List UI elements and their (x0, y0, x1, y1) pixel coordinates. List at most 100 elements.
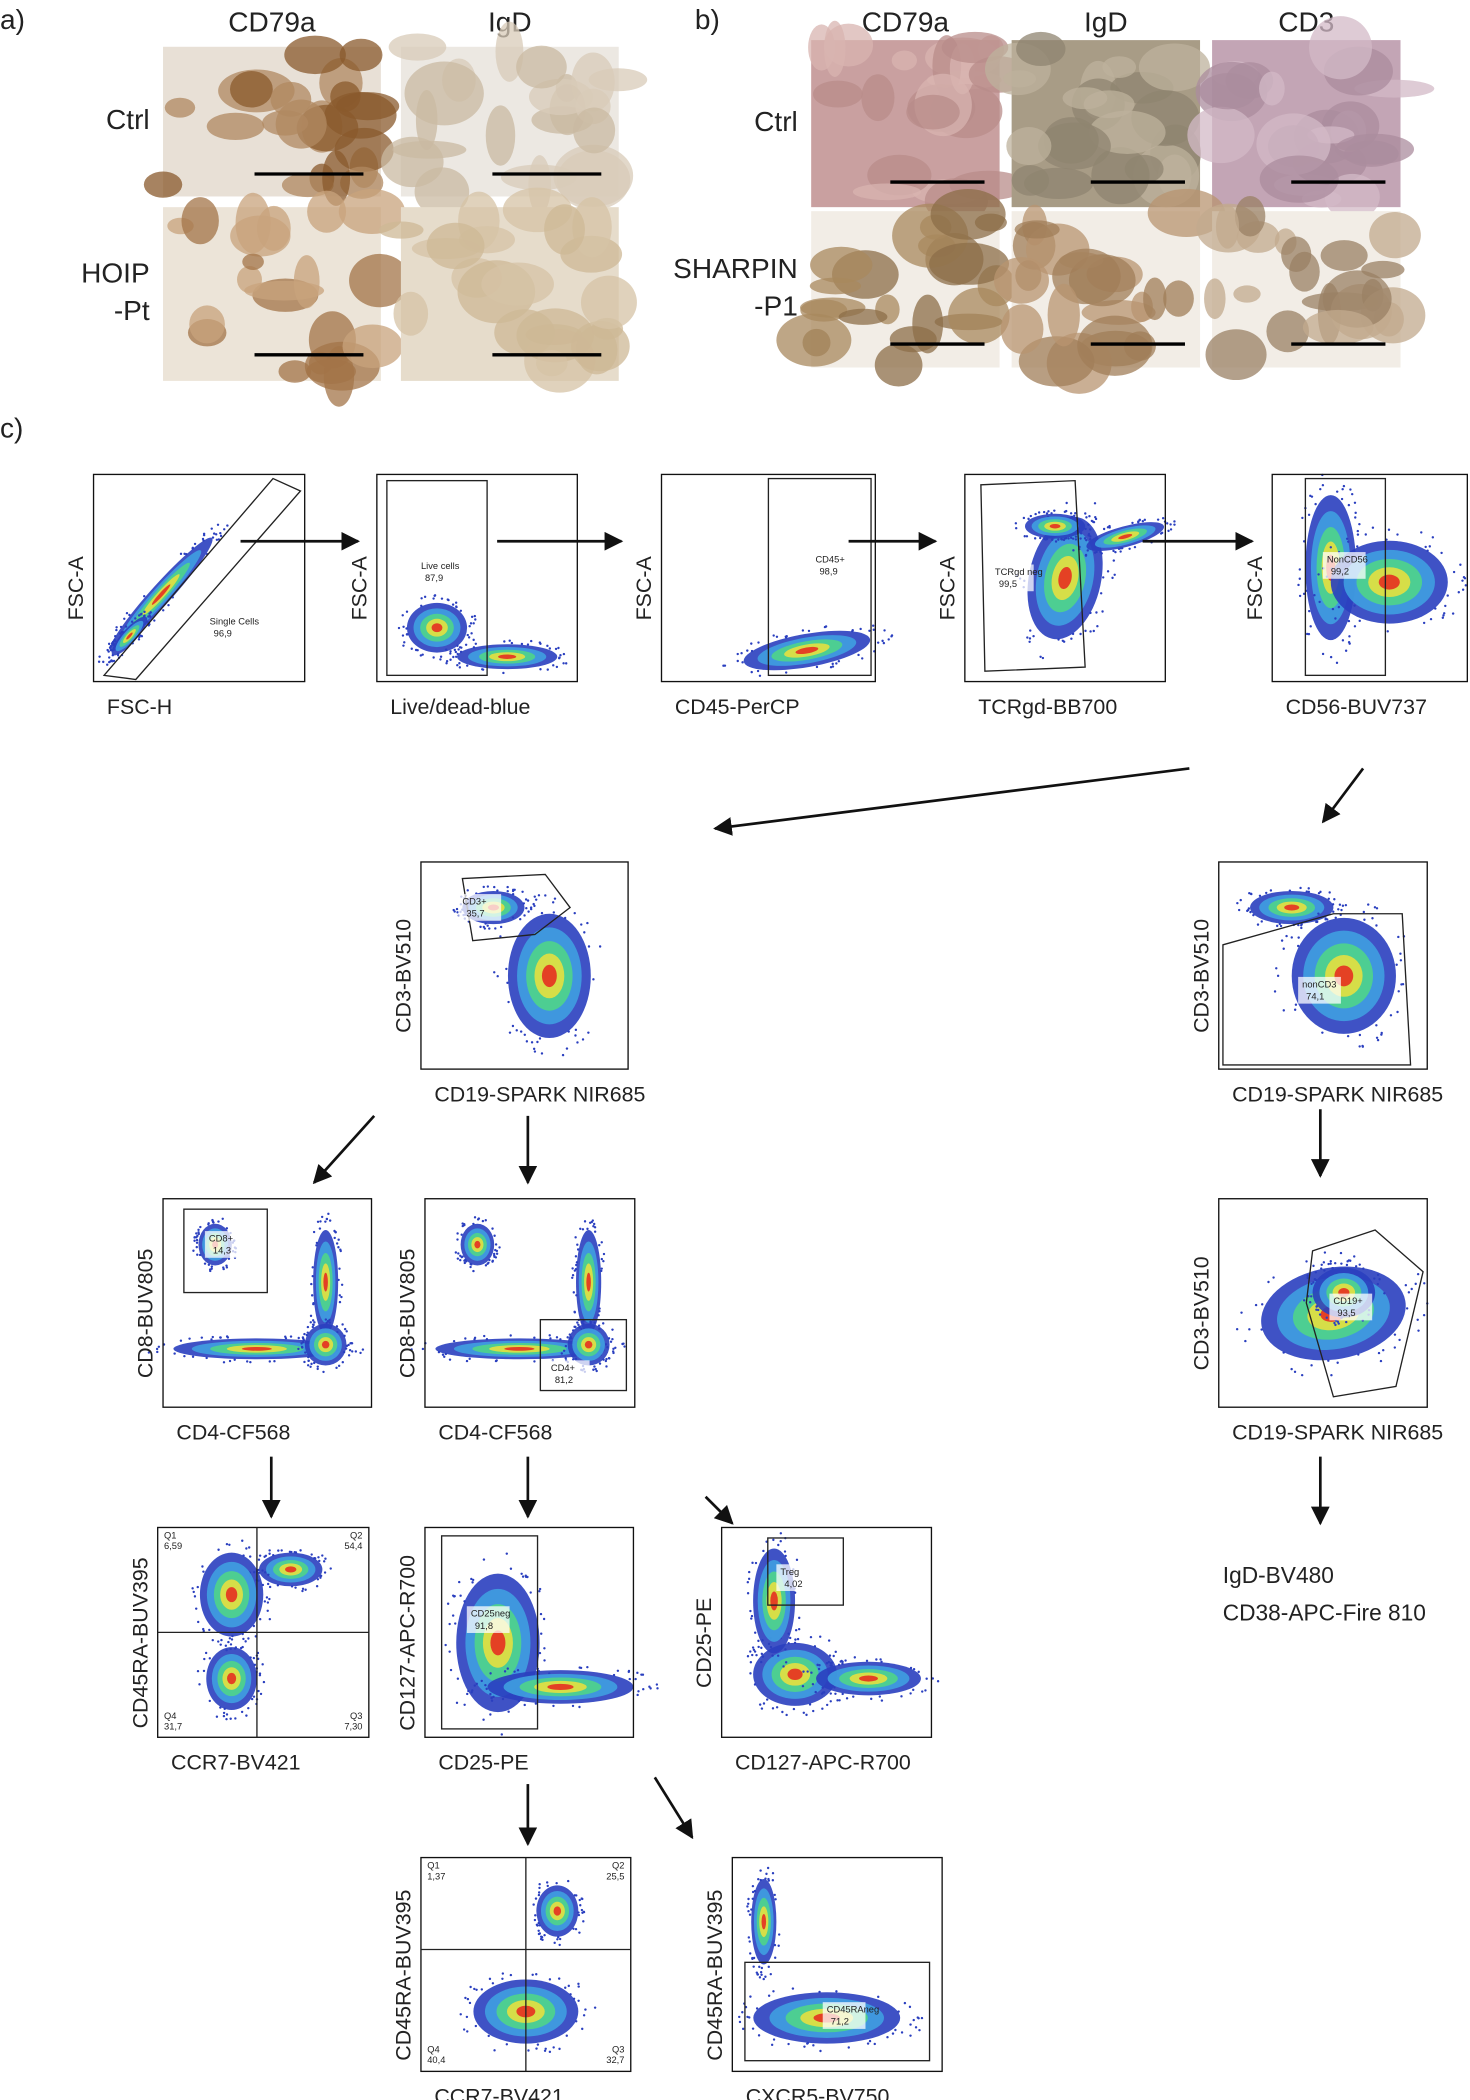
event-dot (1083, 537, 1087, 540)
tissue-region (776, 313, 852, 367)
flow-plot: CD4+ 81,2 CD8-BUV805 CD4-CF568 (396, 1198, 636, 1445)
event-dot (750, 670, 753, 674)
tissue-region (1143, 277, 1167, 321)
event-dot (785, 1713, 788, 1717)
event-dot (872, 628, 875, 631)
event-dot (576, 1041, 579, 1044)
event-dot (1023, 535, 1026, 538)
event-dot (1356, 545, 1359, 548)
event-dot (317, 1556, 320, 1559)
event-dot (1416, 1318, 1419, 1321)
event-dot (819, 1635, 822, 1638)
event-dot (821, 1691, 825, 1694)
event-dot (309, 1321, 312, 1324)
event-dot (506, 981, 509, 985)
event-dot (1442, 614, 1445, 617)
event-dot (503, 640, 506, 643)
event-dot (228, 1543, 231, 1546)
event-dot (488, 927, 491, 930)
event-dot (834, 1692, 837, 1695)
event-dot (97, 660, 101, 663)
event-dot (539, 1937, 543, 1941)
event-dot (231, 1634, 234, 1638)
event-dot (207, 1222, 210, 1225)
event-dot (592, 1368, 595, 1371)
event-dot (458, 662, 461, 665)
event-dot (1329, 1260, 1332, 1263)
event-dot (526, 643, 530, 646)
event-dot (268, 1617, 272, 1621)
event-dot (798, 1616, 801, 1620)
event-dot (304, 1588, 307, 1591)
event-dot (1423, 1282, 1426, 1285)
gate-value: 99,5 (999, 579, 1017, 589)
gate (767, 1537, 844, 1606)
x-axis-label: CCR7-BV421 (434, 2085, 564, 2100)
event-dot (1306, 1276, 1309, 1280)
event-dot (920, 2016, 924, 2020)
event-dot (574, 1255, 578, 1258)
event-dot (268, 1552, 271, 1555)
event-dot (587, 945, 591, 948)
gate-name: CD8+ (209, 1234, 233, 1244)
event-dot (318, 1559, 321, 1563)
event-dot (200, 1336, 204, 1339)
event-dot (458, 666, 462, 669)
event-dot (277, 1549, 280, 1552)
event-dot (215, 538, 219, 541)
event-dot (760, 1646, 763, 1650)
event-dot (209, 1269, 212, 1273)
event-dot (564, 1344, 568, 1348)
event-dot (1376, 1282, 1380, 1286)
event-dot (1085, 516, 1088, 519)
event-dot (452, 1339, 456, 1343)
event-dot (125, 611, 129, 615)
event-dot (577, 1323, 580, 1326)
event-dot (553, 1941, 556, 1945)
gate (767, 477, 872, 677)
gate-name: nonCD3 (1302, 979, 1336, 989)
event-dot (571, 1273, 575, 1277)
event-dot (1349, 488, 1352, 491)
event-dot (1042, 510, 1046, 514)
event-dot (801, 629, 805, 632)
event-dot (507, 1710, 510, 1713)
event-dot (558, 1937, 562, 1941)
event-dot (107, 660, 111, 664)
density (498, 654, 517, 659)
event-dot (229, 1717, 232, 1720)
event-dot (193, 1236, 196, 1239)
event-dot (1039, 655, 1042, 658)
tissue-region (536, 350, 568, 377)
event-dot (909, 2023, 912, 2026)
event-dot (1112, 549, 1115, 553)
y-axis-label: CD3-BV510 (1189, 1256, 1213, 1370)
gate (1304, 477, 1387, 677)
event-dot (211, 1638, 214, 1642)
event-dot (582, 1910, 586, 1914)
event-dot (868, 629, 871, 632)
event-dot (534, 1914, 537, 1917)
flow-plot: TCRgd neg 99,5 FSC-A TCRgd-BB700 (935, 473, 1176, 719)
event-dot (1053, 509, 1056, 512)
event-dot (781, 1710, 784, 1714)
event-dot (258, 1618, 262, 1621)
gate (440, 1535, 539, 1730)
event-dot (1298, 577, 1301, 580)
arrow (312, 1114, 376, 1185)
column-header: CD79a (228, 6, 316, 37)
event-dot (1451, 612, 1455, 615)
event-dot (257, 1558, 261, 1561)
tissue-region (1187, 106, 1255, 164)
event-dot (221, 1217, 224, 1221)
event-dot (574, 1236, 577, 1239)
event-dot (882, 641, 886, 645)
event-dot (479, 925, 482, 929)
density (795, 646, 819, 655)
tissue-region (242, 253, 264, 270)
event-dot (801, 1684, 805, 1688)
event-dot (1276, 974, 1280, 978)
density (241, 1346, 272, 1351)
event-dot (301, 1336, 305, 1339)
